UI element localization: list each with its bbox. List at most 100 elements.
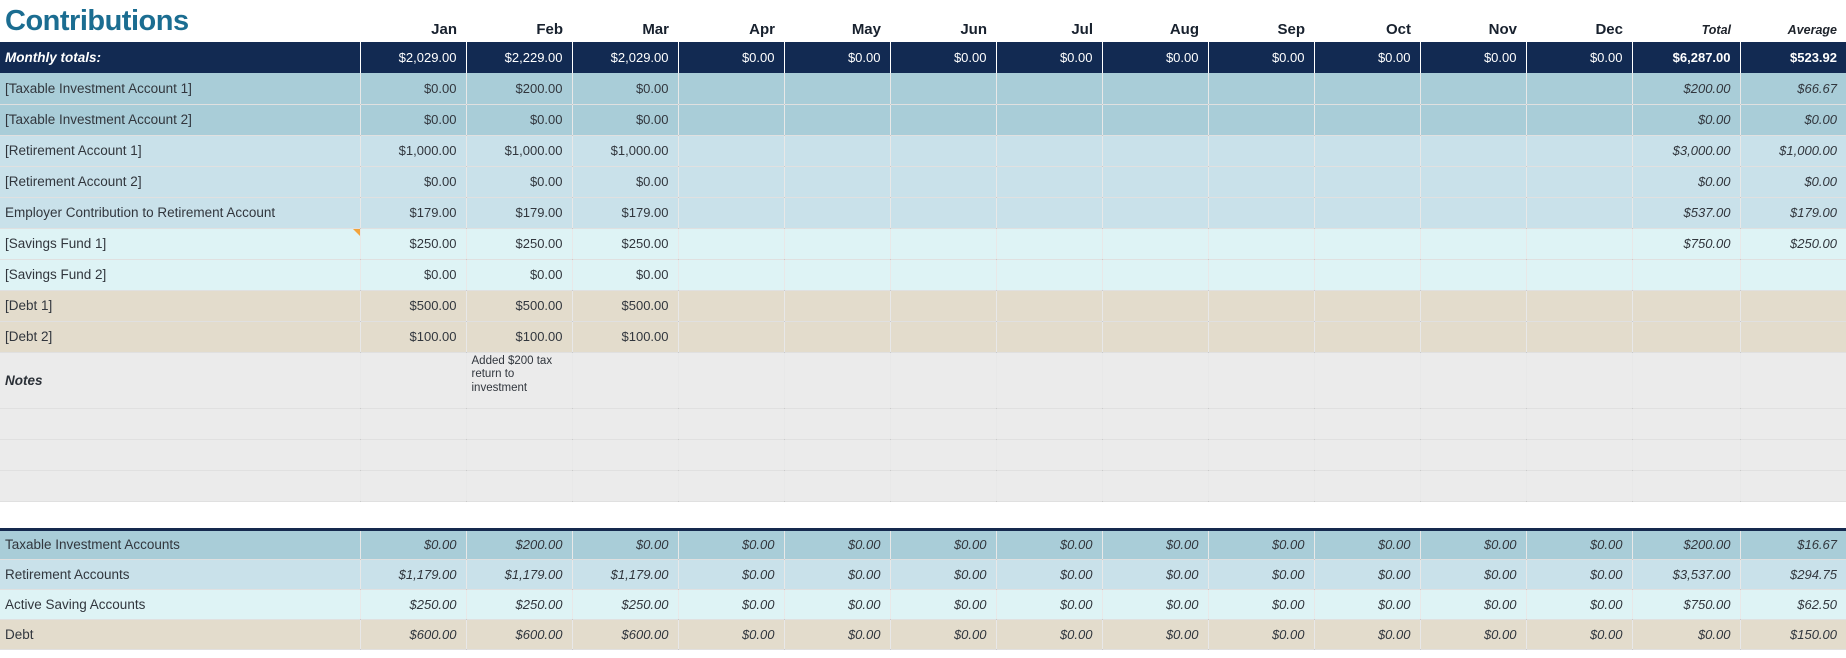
cell-jul[interactable] bbox=[996, 135, 1103, 167]
cell-may[interactable]: $0.00 bbox=[784, 527, 891, 560]
cell-aug[interactable] bbox=[1102, 228, 1209, 260]
cell-oct[interactable] bbox=[1314, 321, 1421, 353]
month-column-header-jan[interactable]: Jan bbox=[431, 21, 457, 38]
cell-may[interactable]: $0.00 bbox=[784, 589, 891, 620]
cell-jun[interactable] bbox=[890, 135, 997, 167]
cell-dec[interactable]: $0.00 bbox=[1526, 527, 1633, 560]
cell-mar[interactable]: $1,179.00 bbox=[572, 559, 679, 590]
cell-feb[interactable]: $1,000.00 bbox=[466, 135, 573, 167]
cell-feb[interactable]: $200.00 bbox=[466, 73, 573, 105]
cell-oct[interactable]: $0.00 bbox=[1314, 589, 1421, 620]
month-column-header-sep[interactable]: Sep bbox=[1277, 21, 1305, 38]
empty-cell[interactable] bbox=[1740, 408, 1846, 440]
cell-mar[interactable]: $2,029.00 bbox=[572, 42, 679, 73]
cell-jun[interactable]: $0.00 bbox=[890, 527, 997, 560]
cell-apr[interactable] bbox=[678, 197, 785, 229]
empty-cell[interactable] bbox=[0, 408, 361, 440]
cell-feb[interactable]: $200.00 bbox=[466, 527, 573, 560]
cell-sep[interactable]: $0.00 bbox=[1208, 619, 1315, 650]
cell-aug[interactable] bbox=[1102, 197, 1209, 229]
cell-average[interactable]: $250.00 bbox=[1740, 228, 1846, 260]
summary-row-label[interactable]: Active Saving Accounts bbox=[0, 589, 361, 620]
cell-average[interactable] bbox=[1740, 290, 1846, 322]
cell-jul[interactable] bbox=[996, 104, 1103, 136]
cell-nov[interactable]: $0.00 bbox=[1420, 589, 1527, 620]
cell-nov[interactable] bbox=[1420, 166, 1527, 198]
month-column-header-oct[interactable]: Oct bbox=[1385, 21, 1411, 38]
cell-jul[interactable] bbox=[996, 228, 1103, 260]
account-row-label[interactable]: [Taxable Investment Account 1] bbox=[0, 73, 361, 105]
cell-jul[interactable]: $0.00 bbox=[996, 559, 1103, 590]
month-column-header-nov[interactable]: Nov bbox=[1488, 21, 1517, 38]
cell-apr[interactable] bbox=[678, 104, 785, 136]
cell-sep[interactable]: $0.00 bbox=[1208, 527, 1315, 560]
cell-sep[interactable]: $0.00 bbox=[1208, 42, 1315, 73]
empty-cell[interactable] bbox=[0, 439, 361, 471]
cell-dec[interactable] bbox=[1526, 321, 1633, 353]
cell-dec[interactable]: $0.00 bbox=[1526, 619, 1633, 650]
empty-cell[interactable] bbox=[1526, 470, 1633, 502]
total-column-header[interactable]: Total bbox=[1701, 23, 1731, 37]
cell-aug[interactable]: $0.00 bbox=[1102, 619, 1209, 650]
empty-cell[interactable] bbox=[1102, 408, 1209, 440]
month-column-header-feb[interactable]: Feb bbox=[536, 21, 563, 38]
cell-jun[interactable] bbox=[890, 166, 997, 198]
note-cell-dec[interactable] bbox=[1526, 352, 1633, 409]
empty-cell[interactable] bbox=[360, 439, 467, 471]
cell-nov[interactable] bbox=[1420, 104, 1527, 136]
cell-dec[interactable] bbox=[1526, 228, 1633, 260]
cell-total[interactable]: $3,537.00 bbox=[1632, 559, 1741, 590]
empty-cell[interactable] bbox=[0, 470, 361, 502]
empty-cell[interactable] bbox=[678, 470, 785, 502]
cell-jun[interactable]: $0.00 bbox=[890, 42, 997, 73]
cell-may[interactable] bbox=[784, 73, 891, 105]
cell-mar[interactable]: $1,000.00 bbox=[572, 135, 679, 167]
account-row-label[interactable]: [Debt 2] bbox=[0, 321, 361, 353]
cell-jun[interactable] bbox=[890, 73, 997, 105]
cell-aug[interactable] bbox=[1102, 321, 1209, 353]
cell-sep[interactable] bbox=[1208, 197, 1315, 229]
cell-mar[interactable]: $0.00 bbox=[572, 259, 679, 291]
empty-cell[interactable] bbox=[1740, 470, 1846, 502]
empty-cell[interactable] bbox=[1314, 439, 1421, 471]
cell-jul[interactable] bbox=[996, 321, 1103, 353]
cell-apr[interactable] bbox=[678, 166, 785, 198]
cell-jan[interactable]: $500.00 bbox=[360, 290, 467, 322]
note-cell-feb[interactable]: Added $200 tax return to investment bbox=[466, 352, 573, 409]
cell-aug[interactable] bbox=[1102, 166, 1209, 198]
cell-total[interactable]: $750.00 bbox=[1632, 589, 1741, 620]
note-cell-nov[interactable] bbox=[1420, 352, 1527, 409]
cell-average[interactable]: $66.67 bbox=[1740, 73, 1846, 105]
cell-jul[interactable] bbox=[996, 73, 1103, 105]
cell-total[interactable]: $6,287.00 bbox=[1632, 42, 1741, 73]
cell-mar[interactable]: $0.00 bbox=[572, 166, 679, 198]
cell-oct[interactable] bbox=[1314, 166, 1421, 198]
monthly-totals-label[interactable]: Monthly totals: bbox=[0, 42, 361, 73]
cell-may[interactable]: $0.00 bbox=[784, 559, 891, 590]
empty-cell[interactable] bbox=[1208, 439, 1315, 471]
cell-sep[interactable] bbox=[1208, 259, 1315, 291]
cell-jun[interactable] bbox=[890, 228, 997, 260]
cell-average[interactable]: $150.00 bbox=[1740, 619, 1846, 650]
cell-apr[interactable] bbox=[678, 228, 785, 260]
cell-average[interactable]: $294.75 bbox=[1740, 559, 1846, 590]
cell-jun[interactable]: $0.00 bbox=[890, 589, 997, 620]
empty-cell[interactable] bbox=[996, 408, 1103, 440]
cell-mar[interactable]: $250.00 bbox=[572, 228, 679, 260]
month-column-header-jul[interactable]: Jul bbox=[1071, 21, 1093, 38]
cell-feb[interactable]: $500.00 bbox=[466, 290, 573, 322]
cell-oct[interactable]: $0.00 bbox=[1314, 527, 1421, 560]
cell-sep[interactable] bbox=[1208, 104, 1315, 136]
cell-feb[interactable]: $250.00 bbox=[466, 589, 573, 620]
cell-dec[interactable] bbox=[1526, 104, 1633, 136]
note-cell-total[interactable] bbox=[1632, 352, 1741, 409]
cell-average[interactable]: $0.00 bbox=[1740, 104, 1846, 136]
empty-cell[interactable] bbox=[784, 408, 891, 440]
cell-may[interactable] bbox=[784, 197, 891, 229]
cell-jan[interactable]: $250.00 bbox=[360, 228, 467, 260]
cell-total[interactable]: $200.00 bbox=[1632, 73, 1741, 105]
note-cell-apr[interactable] bbox=[678, 352, 785, 409]
empty-cell[interactable] bbox=[466, 408, 573, 440]
cell-average[interactable]: $523.92 bbox=[1740, 42, 1846, 73]
cell-jul[interactable] bbox=[996, 290, 1103, 322]
